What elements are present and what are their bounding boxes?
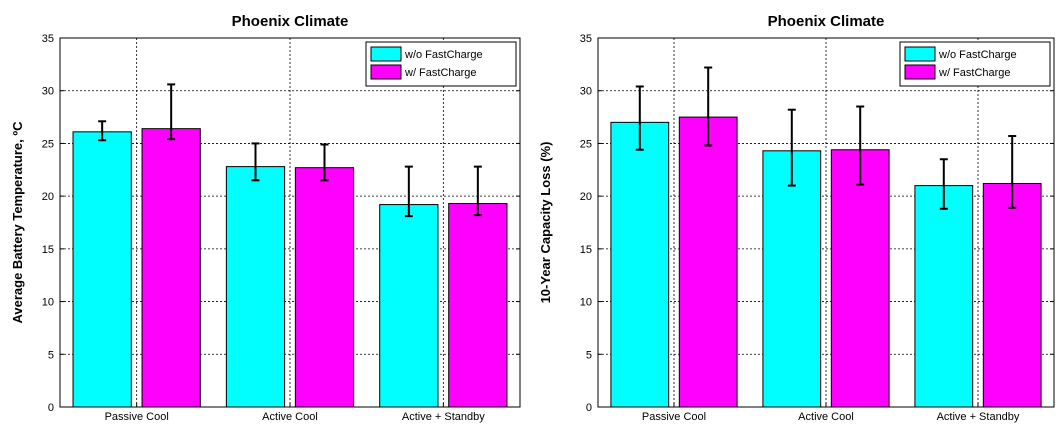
chart-title: Phoenix Climate: [768, 13, 885, 30]
y-tick-label: 25: [580, 138, 592, 150]
legend-swatch: [904, 64, 936, 80]
bar: [678, 116, 738, 408]
x-tick-label: Passive Cool: [105, 411, 169, 423]
y-tick-label: 15: [580, 244, 592, 256]
legend: w/o FastCharge w/ FastCharge: [899, 41, 1051, 87]
error-bar: [856, 105, 865, 186]
x-tick-label: Active Cool: [798, 411, 854, 423]
error-bar: [404, 165, 413, 218]
legend-label: w/ FastCharge: [404, 67, 477, 79]
chart-capacity-loss: Phoenix Climate 0 5 10 15 20 25 30 35 Passive Coo…: [538, 13, 1055, 423]
y-tick-label: 5: [48, 349, 54, 361]
error-bar: [473, 165, 482, 217]
bar: [982, 182, 1042, 408]
legend-label: w/o FastCharge: [404, 49, 483, 61]
bar: [379, 204, 439, 408]
error-bar: [320, 143, 329, 182]
bar: [141, 128, 201, 408]
x-tick-label: Passive Cool: [642, 411, 706, 423]
legend-label: w/o FastCharge: [938, 49, 1017, 61]
bar: [448, 203, 508, 408]
y-tick-label: 35: [42, 33, 54, 45]
error-bar: [98, 120, 107, 142]
bar: [762, 150, 822, 408]
bar: [830, 149, 890, 408]
y-tick-label: 35: [580, 33, 592, 45]
bar: [225, 166, 286, 408]
legend-swatch: [370, 46, 402, 62]
y-tick-label: 5: [586, 349, 592, 361]
error-bar: [251, 142, 260, 182]
error-bar: [787, 108, 796, 187]
x-tick-label: Active + Standby: [402, 411, 485, 423]
bar: [914, 185, 974, 408]
legend: w/o FastCharge w/ FastCharge: [365, 41, 517, 87]
y-tick-label: 25: [42, 138, 54, 150]
error-bar: [704, 66, 713, 147]
y-axis-label: Average Battery Temperature, ºC: [10, 121, 25, 324]
legend-swatch: [904, 46, 936, 62]
error-bar: [939, 158, 948, 210]
y-tick-label: 20: [42, 191, 54, 203]
y-tick-label: 10: [42, 297, 54, 309]
bar: [294, 167, 355, 408]
error-bar: [167, 83, 176, 141]
legend-label: w/ FastCharge: [938, 67, 1011, 79]
y-tick-label: 0: [48, 402, 54, 414]
bar: [72, 131, 132, 408]
bar: [610, 121, 670, 408]
x-tick-label: Active + Standby: [937, 411, 1020, 423]
x-tick-label: Active Cool: [262, 411, 318, 423]
y-tick-label: 10: [580, 297, 592, 309]
error-bar: [1008, 135, 1017, 209]
y-tick-label: 20: [580, 191, 592, 203]
legend-swatch: [370, 64, 402, 80]
y-tick-label: 30: [42, 86, 54, 98]
chart-avg-battery-temperature: Phoenix Climate 0 5 10 15 20 25 30 35 Passive Coo…: [10, 13, 521, 423]
y-axis-label: 10-Year Capacity Loss (%): [538, 142, 553, 304]
y-tick-label: 0: [586, 402, 592, 414]
error-bar: [635, 85, 644, 151]
y-tick-label: 15: [42, 244, 54, 256]
y-tick-label: 30: [580, 86, 592, 98]
chart-title: Phoenix Climate: [232, 13, 349, 30]
